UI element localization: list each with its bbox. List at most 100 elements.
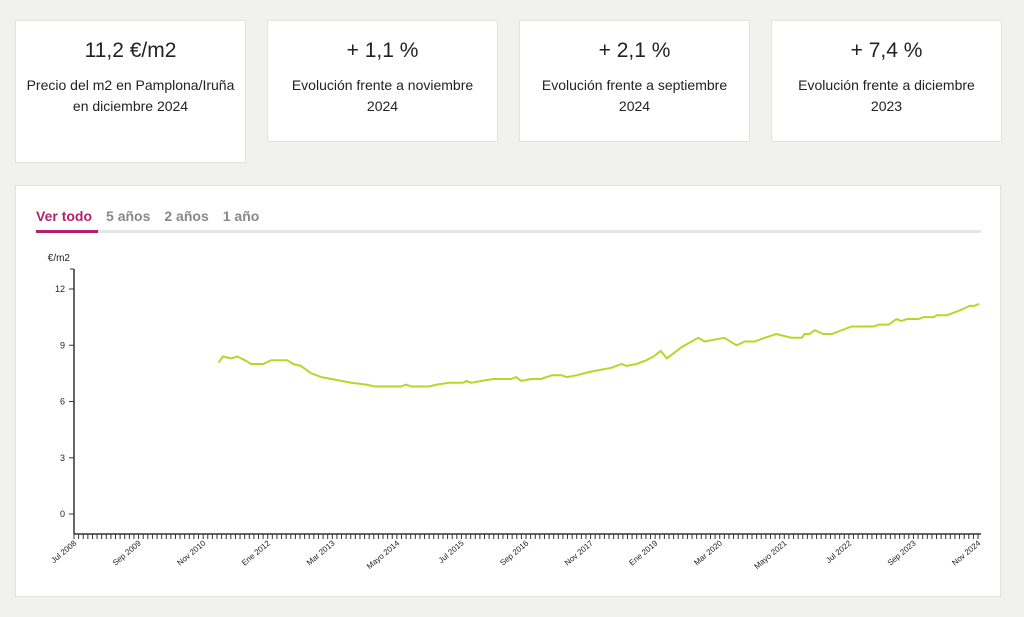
data-point bbox=[620, 363, 623, 365]
data-point bbox=[515, 376, 518, 378]
y-tick-label: 0 bbox=[60, 509, 65, 519]
data-point bbox=[222, 355, 224, 358]
data-point bbox=[744, 340, 746, 343]
x-tick-label: Jul 2008 bbox=[49, 538, 78, 565]
data-point bbox=[830, 333, 833, 335]
tab-5-anos[interactable]: 5 años bbox=[106, 208, 151, 224]
x-tick-label: Nov 2010 bbox=[175, 538, 207, 567]
data-point bbox=[801, 336, 803, 339]
data-point bbox=[680, 346, 683, 348]
data-point bbox=[906, 318, 908, 320]
y-tick-label: 6 bbox=[60, 397, 65, 407]
data-point bbox=[480, 380, 483, 382]
data-point bbox=[244, 359, 246, 362]
data-point bbox=[365, 383, 368, 386]
x-tick-label: Nov 2024 bbox=[950, 538, 982, 567]
data-point bbox=[932, 316, 935, 318]
data-point bbox=[565, 376, 568, 378]
kpi-value: + 1,1 % bbox=[346, 39, 419, 62]
data-point bbox=[625, 365, 628, 367]
y-tick-label: 3 bbox=[60, 453, 65, 463]
data-point bbox=[872, 325, 875, 328]
data-point bbox=[822, 333, 825, 335]
x-tick-label: Mar 2020 bbox=[692, 538, 724, 567]
data-point bbox=[645, 359, 648, 362]
data-point bbox=[236, 355, 239, 358]
data-point bbox=[735, 344, 738, 347]
x-tick-label: Jul 2022 bbox=[824, 538, 853, 565]
kpi-value: + 7,4 % bbox=[850, 39, 923, 62]
range-tabs: Ver todo 5 años 2 años 1 año bbox=[36, 206, 981, 233]
data-point bbox=[405, 383, 407, 386]
data-point bbox=[230, 357, 232, 360]
data-point bbox=[590, 370, 593, 373]
data-point bbox=[922, 316, 925, 318]
data-point bbox=[218, 361, 220, 363]
data-point bbox=[400, 385, 402, 388]
y-tick-label: 9 bbox=[60, 340, 65, 350]
data-point bbox=[703, 340, 706, 343]
data-point bbox=[428, 385, 431, 388]
data-point bbox=[530, 378, 532, 380]
price-line-chart: €/m2 0 3 6 9 12 Jul 2008 Sep 2009 Nov 2010 Ene 20… bbox=[48, 253, 983, 571]
data-point bbox=[791, 336, 793, 339]
data-point bbox=[610, 366, 613, 369]
x-tick-label: Jul 2015 bbox=[437, 538, 466, 565]
data-point bbox=[520, 380, 523, 382]
x-tick-label: Sep 2009 bbox=[111, 538, 143, 567]
data-point bbox=[763, 336, 766, 339]
data-point bbox=[292, 363, 294, 365]
data-point bbox=[448, 381, 451, 384]
data-point bbox=[936, 314, 938, 317]
x-tick-label: Mayo 2021 bbox=[752, 538, 789, 571]
data-point bbox=[470, 381, 473, 384]
kpi-label: Evolución frente a septiembre 2024 bbox=[541, 77, 728, 114]
data-point bbox=[300, 365, 302, 367]
kpi-card-quarter: + 2,1 % Evolución frente a septiembre 20… bbox=[519, 20, 750, 142]
data-point bbox=[968, 305, 971, 307]
data-point bbox=[540, 378, 542, 380]
x-tick-label: Ene 2012 bbox=[240, 538, 272, 567]
data-point bbox=[877, 323, 880, 326]
x-tick-label: Mayo 2014 bbox=[365, 538, 402, 571]
data-point bbox=[250, 363, 252, 365]
data-point bbox=[462, 381, 464, 384]
x-tick-label: Sep 2023 bbox=[886, 538, 918, 567]
y-axis-label: €/m2 bbox=[48, 253, 71, 264]
kpi-label: Evolución frente a diciembre 2023 bbox=[798, 77, 975, 114]
data-point bbox=[492, 378, 495, 380]
data-point bbox=[374, 385, 376, 388]
data-point bbox=[560, 374, 563, 377]
data-point bbox=[753, 340, 756, 343]
kpi-card-price: 11,2 €/m2 Precio del m2 en Pamplona/Iruñ… bbox=[15, 20, 246, 163]
data-point bbox=[350, 381, 353, 384]
data-point bbox=[465, 380, 468, 382]
data-point bbox=[803, 333, 806, 335]
x-tick-label: Mar 2013 bbox=[305, 538, 337, 567]
x-tick-label: Sep 2016 bbox=[498, 538, 530, 567]
data-point bbox=[635, 363, 638, 365]
data-point bbox=[262, 363, 265, 365]
data-point bbox=[900, 320, 903, 322]
kpi-value: + 2,1 % bbox=[598, 39, 671, 62]
data-point bbox=[320, 376, 323, 378]
data-point bbox=[330, 378, 333, 380]
data-point bbox=[510, 378, 513, 380]
kpi-value: 11,2 €/m2 bbox=[84, 39, 177, 62]
tab-1-ano[interactable]: 1 año bbox=[222, 208, 260, 224]
data-point bbox=[973, 305, 975, 307]
data-point bbox=[665, 357, 668, 360]
chart-panel: Ver todo 5 años 2 años 1 año €/m2 0 3 6 9 12 J… bbox=[15, 185, 1001, 597]
data-point bbox=[310, 372, 313, 375]
kpi-label: Evolución frente a noviembre 2024 bbox=[291, 77, 474, 114]
tab-ver-todo[interactable]: Ver todo bbox=[36, 206, 99, 233]
data-point bbox=[813, 329, 816, 332]
data-point bbox=[887, 323, 890, 326]
price-series-line bbox=[218, 303, 980, 388]
data-point bbox=[960, 308, 963, 311]
data-point bbox=[808, 333, 811, 335]
kpi-label: Precio del m2 en Pamplona/Iruña en dicie… bbox=[26, 77, 235, 114]
y-tick-label: 12 bbox=[55, 284, 65, 294]
tab-2-anos[interactable]: 2 años bbox=[164, 208, 209, 224]
data-point bbox=[435, 383, 438, 386]
